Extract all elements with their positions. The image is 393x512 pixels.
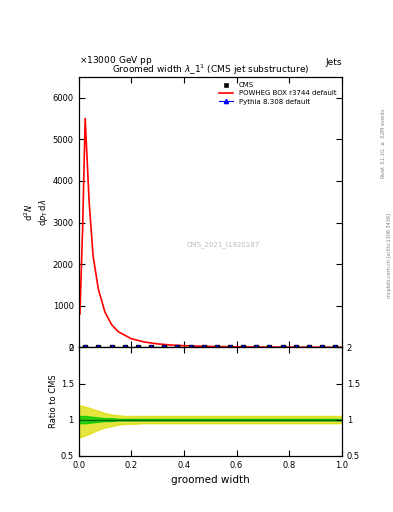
Text: $\times$13000 GeV pp: $\times$13000 GeV pp — [79, 54, 152, 67]
Text: Rivet 3.1.10, $\geq$ 3.2M events: Rivet 3.1.10, $\geq$ 3.2M events — [379, 108, 387, 179]
Text: CMS_2021_I1920187: CMS_2021_I1920187 — [187, 241, 260, 248]
Legend: CMS, POWHEG BOX r3744 default, Pythia 8.308 default: CMS, POWHEG BOX r3744 default, Pythia 8.… — [217, 80, 338, 106]
Y-axis label: $\mathrm{d}^2N$
$\mathrm{d}p_\mathrm{T}\,\mathrm{d}\lambda$: $\mathrm{d}^2N$ $\mathrm{d}p_\mathrm{T}\… — [23, 199, 50, 226]
Y-axis label: Ratio to CMS: Ratio to CMS — [49, 375, 58, 429]
Text: mcplots.cern.ch [arXiv:1306.3436]: mcplots.cern.ch [arXiv:1306.3436] — [387, 214, 392, 298]
X-axis label: groomed width: groomed width — [171, 475, 250, 485]
Text: Jets: Jets — [325, 57, 342, 67]
Title: Groomed width $\lambda\_1^1$ (CMS jet substructure): Groomed width $\lambda\_1^1$ (CMS jet su… — [112, 62, 309, 77]
